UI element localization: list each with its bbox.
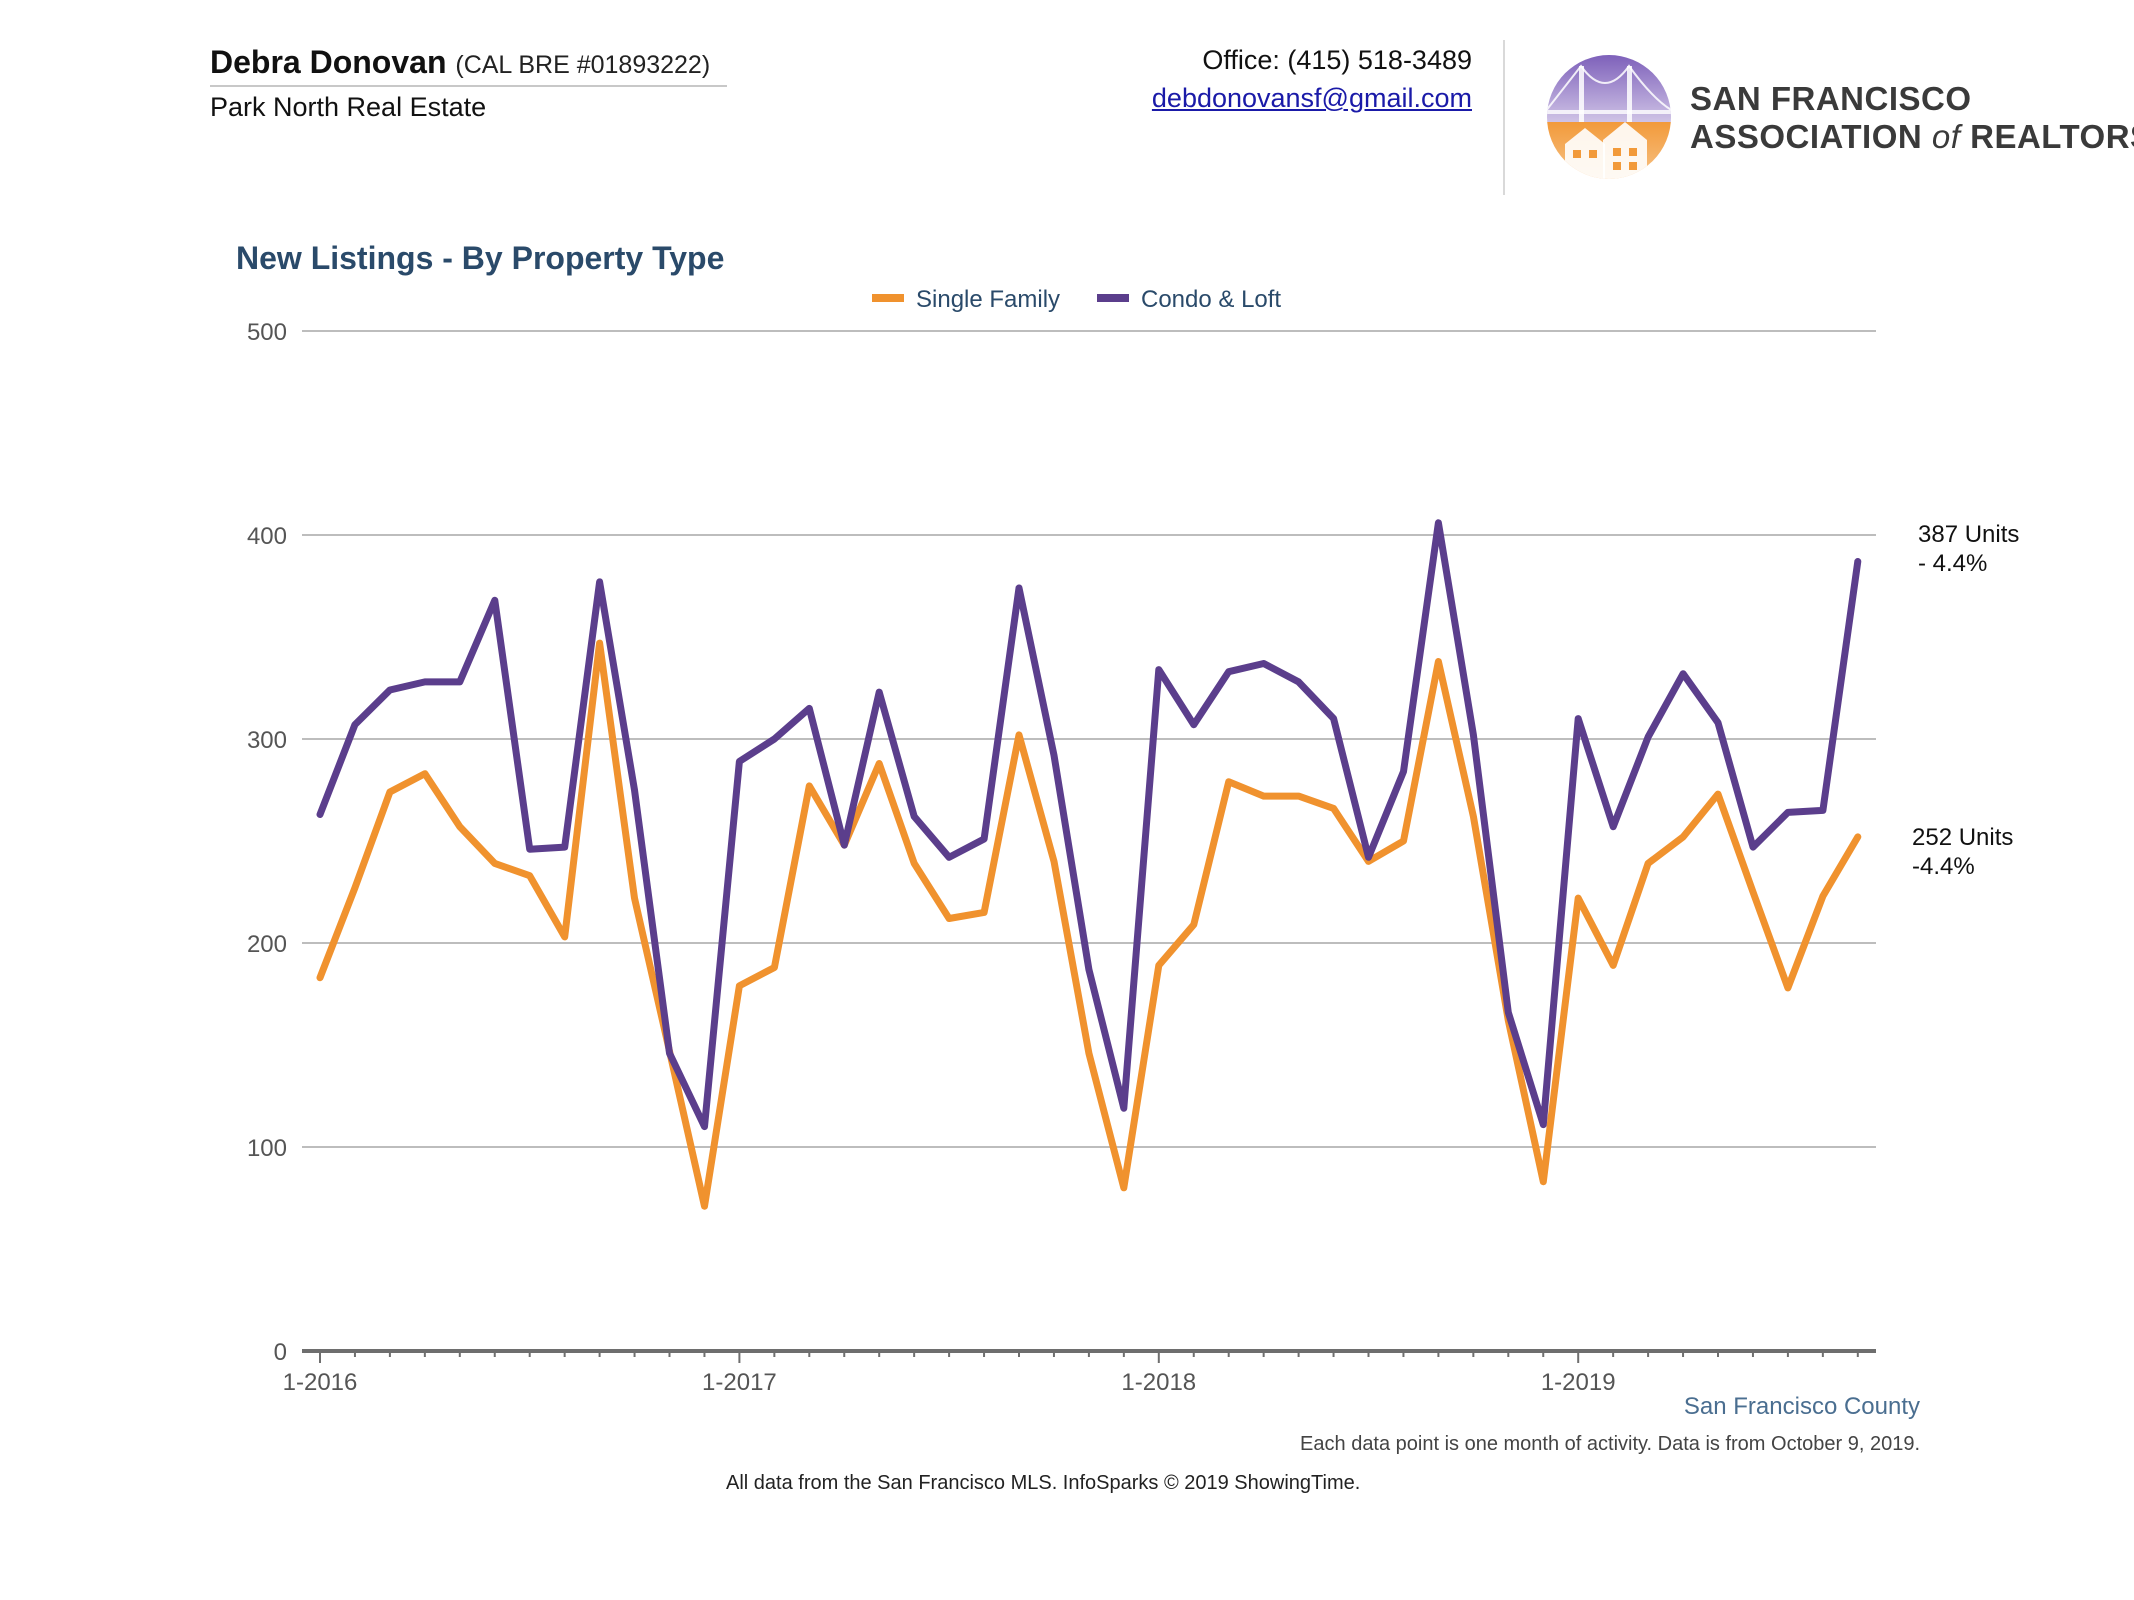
series-line-single-family <box>316 639 1862 1210</box>
y-tick-label-500: 500 <box>247 319 287 346</box>
chart-title: New Listings - By Property Type <box>236 240 725 276</box>
agent-license: (CAL BRE #01893222) <box>455 51 711 79</box>
y-tick-label-100: 100 <box>247 1135 287 1162</box>
single-family-end-label: 252 Units -4.4% <box>1912 823 2013 881</box>
header-divider <box>1503 40 1505 195</box>
y-tick-label-200: 200 <box>247 931 287 958</box>
logo-text-association: ASSOCIATION <box>1690 118 1932 155</box>
logo-text-line1: SAN FRANCISCO <box>1690 80 1972 117</box>
legend-label-single-family: Single Family <box>916 286 1060 313</box>
legend: Single Family Condo & Loft <box>872 286 1281 313</box>
x-tick-label-1-2018: 1-2018 <box>1121 1369 1196 1396</box>
office-phone: Office: (415) 518-3489 <box>1202 45 1472 75</box>
logo-text-line2: ASSOCIATION of REALTORS® <box>1690 118 2134 156</box>
agent-name-text: Debra Donovan <box>210 44 447 80</box>
logo-text-of: of <box>1931 118 1961 155</box>
brokerage-name: Park North Real Estate <box>210 92 487 122</box>
legend-label-condo-loft: Condo & Loft <box>1141 286 1281 313</box>
condo-loft-end-label: 387 Units - 4.4% <box>1918 520 2019 578</box>
condo-loft-end-units: 387 Units <box>1918 521 2020 548</box>
axes: 0 100 200 300 400 500 1-2016 1-2017 1-2018 1-2019 <box>247 319 1876 1396</box>
y-tick-label-400: 400 <box>247 523 287 550</box>
email-link[interactable]: debdonovansf@gmail.com <box>1151 83 1472 113</box>
region-label: San Francisco County <box>1683 1393 1920 1420</box>
x-tick-label-1-2016: 1-2016 <box>283 1369 358 1396</box>
y-tick-label-0: 0 <box>274 1339 287 1366</box>
agent-name: Debra Donovan (CAL BRE #01893222) <box>210 44 710 81</box>
data-credit: All data from the San Francisco MLS. Inf… <box>726 1472 1361 1494</box>
sfar-logo-emblem <box>1547 55 1671 179</box>
series-line-condo-loft <box>316 519 1862 1131</box>
condo-loft-end-change: - 4.4% <box>1918 550 1988 577</box>
gridlines <box>302 330 1876 1148</box>
single-family-end-units: 252 Units <box>1912 824 2014 851</box>
series-lines <box>316 519 1862 1210</box>
single-family-end-change: -4.4% <box>1912 853 1975 880</box>
footnote: Each data point is one month of activity… <box>1300 1433 1920 1455</box>
y-tick-label-300: 300 <box>247 727 287 754</box>
agent-name-underline <box>210 85 727 87</box>
logo-text-realtors: REALTORS <box>1960 118 2134 155</box>
x-tick-label-1-2017: 1-2017 <box>702 1369 777 1396</box>
x-tick-label-1-2019: 1-2019 <box>1541 1369 1616 1396</box>
